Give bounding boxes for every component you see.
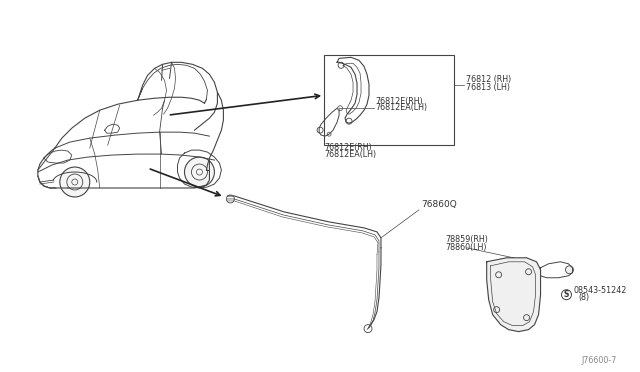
Text: 76812 (RH): 76812 (RH) xyxy=(466,75,511,84)
Text: 76812EA(LH): 76812EA(LH) xyxy=(324,150,376,159)
Text: S: S xyxy=(564,290,569,299)
Circle shape xyxy=(184,157,214,187)
Circle shape xyxy=(60,167,90,197)
Text: 78859(RH): 78859(RH) xyxy=(446,235,489,244)
Bar xyxy=(324,55,454,145)
Circle shape xyxy=(566,266,573,274)
Text: J76600-7: J76600-7 xyxy=(581,356,616,365)
Text: 76860Q: 76860Q xyxy=(421,200,456,209)
Text: 08543-51242: 08543-51242 xyxy=(573,286,627,295)
Text: 78860(LH): 78860(LH) xyxy=(446,243,487,252)
Text: 76812E(RH): 76812E(RH) xyxy=(324,143,372,152)
Polygon shape xyxy=(486,258,541,331)
Text: 76812EA(LH): 76812EA(LH) xyxy=(375,103,427,112)
Text: 76812E(RH): 76812E(RH) xyxy=(375,97,423,106)
Text: (8): (8) xyxy=(579,293,589,302)
Text: 76813 (LH): 76813 (LH) xyxy=(466,83,509,92)
